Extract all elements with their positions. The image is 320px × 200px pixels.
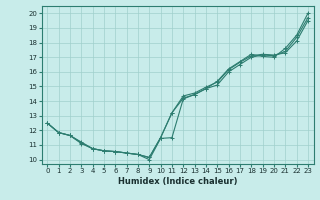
- X-axis label: Humidex (Indice chaleur): Humidex (Indice chaleur): [118, 177, 237, 186]
